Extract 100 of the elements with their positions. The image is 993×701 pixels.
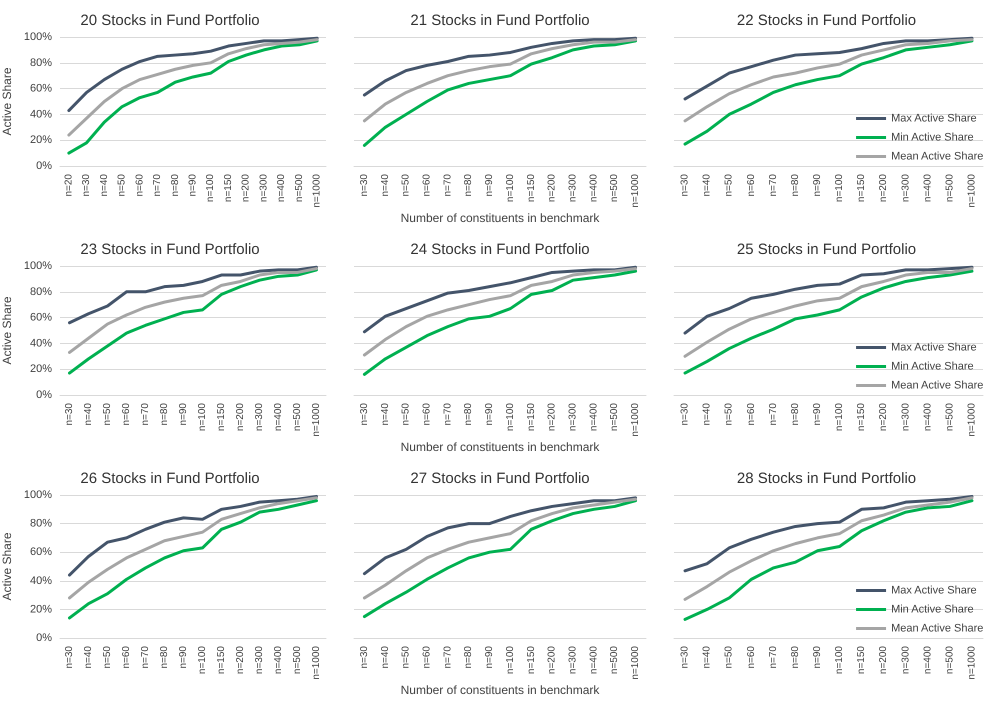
x-tick-label: n=40 [702,646,713,669]
x-tick-label: n=60 [422,646,432,669]
x-tick-label: n=300 [258,174,270,202]
x-tick-label: n=30 [81,174,92,197]
y-tick-label: 0% [36,389,52,401]
x-tick-label: n=100 [834,402,846,432]
x-tick-label: n=70 [140,402,151,426]
legend-label: Mean Active Share [891,380,984,392]
line-series [68,267,318,354]
x-tick-label: n=150 [856,402,868,432]
x-tick-label: n=400 [922,402,934,432]
x-tick-label: n=500 [609,646,620,674]
x-tick-label: n=300 [900,174,912,202]
x-tick-label: n=80 [790,646,801,669]
x-tick-label: n=90 [812,402,823,426]
y-tick-label: 20% [30,363,52,376]
x-tick-label: n=50 [116,174,128,197]
chart-title: 28 Stocks in Fund Portfolio [736,470,916,487]
line-series [67,38,319,137]
x-tick-label: n=90 [188,174,198,197]
x-tick-label: n=1000 [630,174,642,208]
x-tick-label: n=500 [292,402,303,432]
legend-label: Mean Active Share [891,622,984,634]
x-tick-label: n=500 [292,646,303,674]
x-tick-label: n=30 [680,402,691,426]
line-series [68,496,318,600]
chart-title: 27 Stocks in Fund Portfolio [410,470,590,487]
x-axis-title: Number of constituents in benchmark [400,683,600,697]
x-tick-label: n=40 [83,402,94,426]
x-tick-label: n=300 [900,402,912,432]
x-tick-label: n=60 [746,402,757,426]
line-series [68,494,318,577]
x-tick-label: n=60 [134,174,146,197]
y-tick-label: 40% [30,574,52,587]
y-tick-label: 100% [24,489,52,501]
x-tick-label: n=1000 [311,402,322,437]
x-tick-label: n=50 [400,646,412,669]
x-tick-label: n=200 [878,402,890,432]
x-tick-label: n=60 [422,402,432,426]
x-tick-label: n=40 [702,402,713,426]
x-tick-label: n=20 [63,174,74,197]
x-tick-label: n=90 [484,174,496,197]
x-tick-label: n=40 [702,174,713,197]
line-series [68,499,318,620]
x-tick-label: n=100 [504,402,516,432]
x-tick-label: n=150 [526,402,537,432]
x-tick-label: n=30 [680,174,691,197]
x-tick-label: n=100 [834,174,846,202]
x-tick-label: n=40 [83,646,94,669]
y-tick-label: 80% [30,518,52,530]
x-tick-label: n=60 [121,402,132,426]
chart-title: 21 Stocks in Fund Portfolio [410,12,590,29]
x-tick-label: n=90 [178,402,189,426]
x-tick-label: n=90 [812,174,823,197]
x-tick-label: n=80 [463,402,474,426]
x-tick-label: n=70 [768,646,779,669]
x-tick-label: n=90 [178,646,189,669]
legend-label: Min Active Share [891,360,974,372]
line-series [68,266,318,324]
x-tick-label: n=1000 [966,174,978,208]
x-tick-label: n=50 [724,646,735,669]
x-tick-label: n=400 [273,402,284,432]
line-series [68,268,318,375]
chart-title: 23 Stocks in Fund Portfolio [80,241,260,258]
legend-label: Min Active Share [891,132,974,144]
x-tick-label: n=40 [380,174,391,197]
y-tick-label: 0% [36,632,52,644]
x-tick-label: n=40 [98,174,110,197]
y-tick-label: 60% [30,546,52,558]
x-tick-label: n=300 [568,646,578,674]
y-axis-title: Active Share [0,296,14,365]
x-tick-label: n=200 [240,174,252,202]
x-tick-label: n=400 [276,174,288,202]
x-tick-label: n=300 [254,646,265,674]
x-tick-label: n=90 [812,646,823,669]
y-tick-label: 100% [24,260,52,272]
x-tick-label: n=60 [422,174,432,197]
x-tick-label: n=400 [588,646,600,674]
x-tick-label: n=60 [746,646,757,669]
line-series [67,36,319,112]
x-tick-label: n=1000 [311,646,322,680]
chart-title: 24 Stocks in Fund Portfolio [410,241,590,258]
x-tick-label: n=300 [568,402,578,432]
x-tick-label: n=1000 [630,402,642,437]
x-tick-label: n=200 [235,646,246,674]
y-tick-label: 80% [30,286,52,298]
x-tick-label: n=70 [152,174,164,197]
y-tick-label: 100% [24,31,52,43]
x-tick-label: n=70 [442,402,454,426]
x-axis-title: Number of constituents in benchmark [400,211,600,225]
x-tick-label: n=150 [216,402,227,432]
x-tick-label: n=300 [254,402,265,432]
x-tick-label: n=150 [222,174,234,202]
x-axis-title: Number of constituents in benchmark [400,440,600,454]
chart-title: 25 Stocks in Fund Portfolio [736,241,916,258]
x-tick-label: n=70 [442,646,454,669]
x-tick-label: n=150 [216,646,227,674]
x-tick-label: n=150 [856,174,868,202]
x-tick-label: n=70 [140,646,151,669]
y-axis-title: Active Share [0,532,14,601]
